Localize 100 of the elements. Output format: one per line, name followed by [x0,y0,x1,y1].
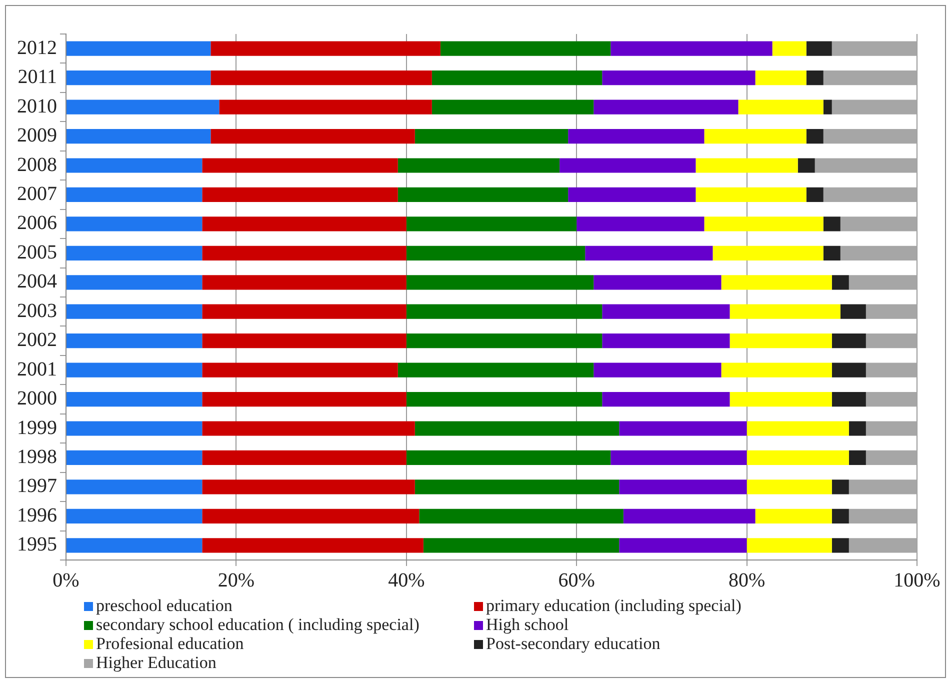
bar [568,187,696,202]
y-tick-label: 2001 [17,358,57,380]
legend-label: Higher Education [95,653,218,672]
legend-label: Post-secondary education [485,634,662,653]
bar [432,100,594,114]
legend-label: preschool education [95,596,234,615]
bar [406,216,577,232]
bar [398,158,560,173]
bar [398,187,568,202]
bar [840,304,866,319]
x-tick-label: 100% [894,569,940,592]
bar [210,41,440,56]
bar [602,334,730,348]
bar [568,128,704,144]
bar [619,538,747,553]
bar [66,187,202,202]
bar [66,450,202,466]
bar [576,216,704,232]
bar [823,128,917,144]
bar [210,128,415,144]
bar [696,158,798,173]
y-tick-label: 2008 [17,154,57,176]
bar [704,128,806,144]
bar [66,392,202,407]
bar [848,480,917,494]
y-tick-label: 1999 [17,416,57,439]
bar [66,304,202,319]
bar [866,334,917,348]
y-tick-label: 2010 [17,95,57,118]
bar [406,246,586,260]
bar [832,100,917,114]
y-tick-label: 1995 [17,534,57,556]
bar [721,275,832,290]
bar [66,480,202,494]
bar [440,41,611,56]
bar [202,216,406,232]
bar [419,508,624,524]
legend-label: primary education (including special) [485,596,742,615]
bar [66,70,211,86]
bar [610,450,747,466]
bar [66,246,202,260]
bar [594,362,722,378]
bar [594,275,722,290]
bar [832,392,866,407]
bar [66,216,202,232]
bar [798,158,815,173]
bar [832,508,849,524]
bar [755,70,806,86]
bar [432,70,602,86]
bar [619,480,747,494]
bar [832,538,849,553]
bar [823,100,832,114]
y-tick-label: 2012 [17,36,57,59]
bar [560,158,696,173]
legend-label: Profesional education [95,634,245,653]
bar [66,275,202,290]
bar [848,508,917,524]
bar [866,421,917,436]
x-tick-label: 20% [218,569,255,592]
bar [738,100,824,114]
bar [406,304,602,319]
bar [806,70,824,86]
bar [406,450,611,466]
bar [202,304,406,319]
y-tick-label: 2005 [17,241,57,264]
bar [414,421,620,436]
bar [202,480,415,494]
bar [66,158,202,173]
bar [602,304,730,319]
y-tick-label: 2004 [17,270,57,293]
bar [721,362,832,378]
bar [414,480,620,494]
bar [704,216,824,232]
bar [866,392,917,407]
bar [806,187,824,202]
y-tick-label: 1998 [17,446,57,468]
bar [746,480,832,494]
y-tick-label: 1997 [17,475,57,498]
bar [619,421,747,436]
bar [848,538,917,553]
bar [823,187,917,202]
bar [66,421,202,436]
bar [423,538,620,553]
bar [202,362,398,378]
bar [219,100,432,114]
bar [840,246,917,260]
bar [202,508,420,524]
x-tick-label: 40% [388,569,425,592]
bar [202,421,415,436]
x-tick-label: 60% [558,569,595,592]
y-tick-label: 2009 [17,124,57,147]
legend-label: High school [485,615,570,634]
x-tick-label: 80% [728,569,766,592]
bar [746,450,849,466]
bar [202,187,398,202]
bar [66,362,202,378]
bar [848,275,917,290]
bar [730,334,832,348]
bar [823,246,840,260]
bar [210,70,432,86]
